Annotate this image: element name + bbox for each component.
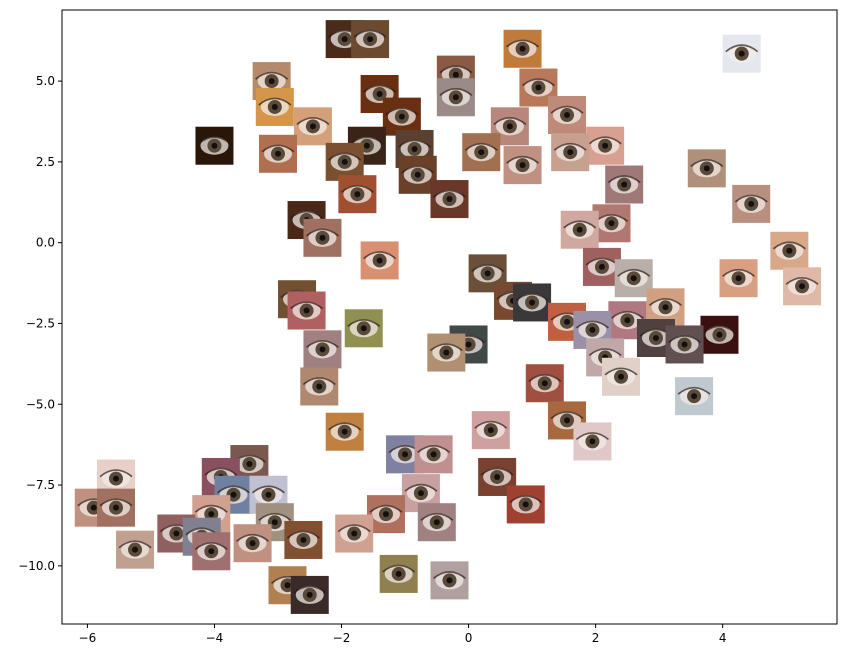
eye-image-point [303,218,342,257]
eye-image-point [573,422,612,461]
eye-image-point [303,330,342,369]
eye-image-point [503,29,542,68]
eye-image-point [513,283,552,322]
x-tick-label: 0 [465,631,473,645]
x-tick-label: 2 [592,631,600,645]
eye-image-point [582,247,621,286]
eye-image-point [436,78,475,117]
eye-image-point [770,231,809,270]
eye-image-point [732,184,771,223]
y-tick-label: 5.0 [36,74,55,88]
eye-image-point [195,126,234,165]
eye-image-point [233,524,272,563]
eye-image-point [335,514,374,553]
eye-image-point [366,495,405,534]
eye-image-point [506,485,545,524]
eye-image-point [325,142,364,181]
eye-image-point [586,126,625,165]
eye-image-point [462,133,501,172]
eye-image-point [592,204,631,243]
y-tick-label: −10.0 [18,559,55,573]
eye-image-point [560,210,599,249]
eye-image-point [427,333,466,372]
eye-image-point [398,155,437,194]
eye-image-point [503,146,542,185]
y-tick-label: 0.0 [36,236,55,250]
eye-image-point [344,309,383,348]
eye-image-point [722,34,761,73]
x-axis: −6 −4 −2 0 2 4 [79,624,727,645]
eye-image-point [96,488,135,527]
eye-image-point [300,367,339,406]
eye-image-point [325,412,364,451]
eye-image-point [293,107,332,146]
y-tick-label: 2.5 [36,155,55,169]
eye-image-point [675,377,714,416]
eye-image-point [687,149,726,188]
x-tick-label: −4 [206,631,224,645]
x-tick-label: −6 [79,631,97,645]
eye-image-point [783,267,822,306]
eye-image-point [430,180,469,219]
y-tick-label: −5.0 [26,397,55,411]
eye-image-point [719,259,758,298]
eye-image-point [287,291,326,330]
eye-image-point [614,259,653,298]
eye-image-point [417,503,456,542]
eye-image-point [338,175,377,214]
eye-image-point [258,134,297,173]
y-tick-label: −7.5 [26,478,55,492]
eye-image-point [255,87,294,126]
eye-image-point [414,435,453,474]
x-tick-label: −2 [333,631,351,645]
eye-image-point [471,411,510,450]
eye-image-point [551,133,590,172]
data-points [74,20,822,614]
eye-image-point [665,325,704,364]
eye-image-point [548,96,587,135]
eye-image-point [490,107,529,146]
eye-image-point [430,561,469,600]
eye-image-point [525,364,564,403]
eye-image-point [192,532,231,571]
plot-frame [61,9,838,625]
eye-image-point [360,241,399,280]
y-tick-label: −2.5 [26,316,55,330]
eye-image-point [382,97,421,136]
eye-image-point [284,520,323,559]
eye-image-point [605,165,644,204]
eye-image-point [116,530,155,569]
eye-image-point [379,554,418,593]
eye-image-point [700,315,739,354]
eye-image-point [290,575,329,614]
x-tick-label: 4 [719,631,727,645]
eye-image-point [351,20,390,59]
y-axis: 5.0 2.5 0.0 −2.5 −5.0 −7.5 −10.0 [18,74,62,573]
eye-image-point [602,357,641,396]
